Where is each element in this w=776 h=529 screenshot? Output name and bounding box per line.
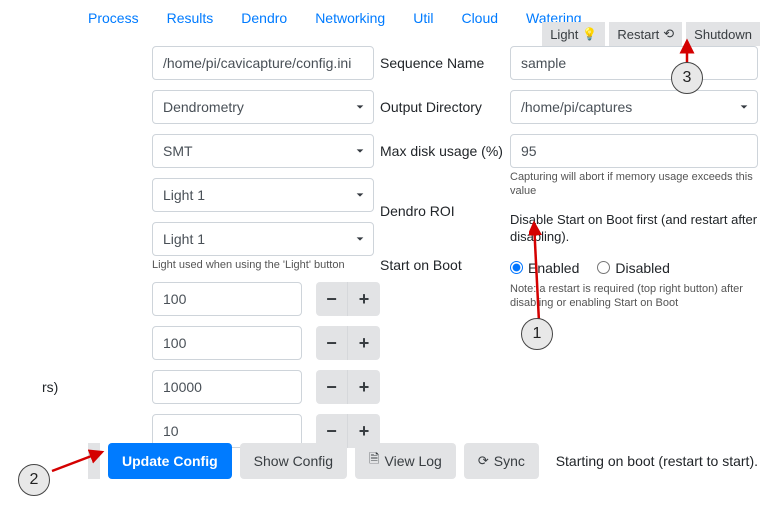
config-path-input[interactable]: [152, 46, 374, 80]
seq-name-label: Sequence Name: [380, 46, 510, 80]
nav-process[interactable]: Process: [88, 10, 139, 26]
stepper-1-input[interactable]: [152, 282, 302, 316]
system-buttons: Light 💡 Restart ⟲ Shutdown: [542, 22, 760, 46]
restart-button[interactable]: Restart ⟲: [609, 22, 682, 46]
sync-button[interactable]: ⟳ Sync: [464, 443, 539, 479]
sensor-select[interactable]: SMT: [152, 134, 374, 168]
lightbulb-icon: 💡: [582, 27, 597, 41]
stepper-3-plus[interactable]: +: [348, 370, 380, 404]
nav-results[interactable]: Results: [167, 10, 214, 26]
light-helper-text: Light used when using the 'Light' button: [152, 258, 380, 272]
stepper-3-input[interactable]: [152, 370, 302, 404]
hidden-button-slice: [88, 443, 100, 479]
stepper-3-minus[interactable]: −: [316, 370, 348, 404]
light2-select[interactable]: Light 1: [152, 222, 374, 256]
sync-icon: ⟳: [478, 453, 489, 469]
light-button[interactable]: Light 💡: [542, 22, 605, 46]
stepper-2-minus[interactable]: −: [316, 326, 348, 360]
boot-enabled-option[interactable]: Enabled: [510, 260, 579, 276]
shutdown-button[interactable]: Shutdown: [686, 22, 760, 46]
stepper-1-minus[interactable]: −: [316, 282, 348, 316]
view-log-button[interactable]: 🗎 View Log: [355, 443, 456, 479]
boot-disabled-radio[interactable]: [597, 261, 610, 274]
nav-util[interactable]: Util: [413, 10, 433, 26]
max-disk-helper: Capturing will abort if memory usage exc…: [510, 170, 758, 199]
start-on-boot-label: Start on Boot: [380, 248, 510, 282]
output-dir-label: Output Directory: [380, 90, 510, 124]
boot-helper: Note: a restart is required (top right b…: [510, 282, 758, 311]
mode-select[interactable]: Dendrometry: [152, 90, 374, 124]
light1-select[interactable]: Light 1: [152, 178, 374, 212]
dendro-roi-label: Dendro ROI: [380, 194, 510, 228]
update-config-button[interactable]: Update Config: [108, 443, 232, 479]
boot-status-text: Starting on boot (restart to start).: [556, 453, 758, 469]
stepper-2-input[interactable]: [152, 326, 302, 360]
stepper-2-plus[interactable]: +: [348, 326, 380, 360]
callout-3: 3: [671, 62, 703, 94]
show-config-button[interactable]: Show Config: [240, 443, 347, 479]
dendro-roi-text: Disable Start on Boot first (and restart…: [510, 211, 758, 246]
document-icon: 🗎: [369, 450, 379, 472]
nav-dendro[interactable]: Dendro: [241, 10, 287, 26]
callout-2: 2: [18, 464, 50, 496]
restart-icon: ⟲: [663, 26, 674, 42]
boot-disabled-option[interactable]: Disabled: [597, 260, 669, 276]
nav-cloud[interactable]: Cloud: [461, 10, 498, 26]
max-disk-input[interactable]: [510, 134, 758, 168]
truncated-label: rs): [42, 379, 58, 395]
seq-name-input[interactable]: [510, 46, 758, 80]
stepper-1-plus[interactable]: +: [348, 282, 380, 316]
nav-networking[interactable]: Networking: [315, 10, 385, 26]
max-disk-label: Max disk usage (%): [380, 134, 510, 168]
boot-enabled-radio[interactable]: [510, 261, 523, 274]
callout-1: 1: [521, 318, 553, 350]
output-dir-select[interactable]: /home/pi/captures: [510, 90, 758, 124]
